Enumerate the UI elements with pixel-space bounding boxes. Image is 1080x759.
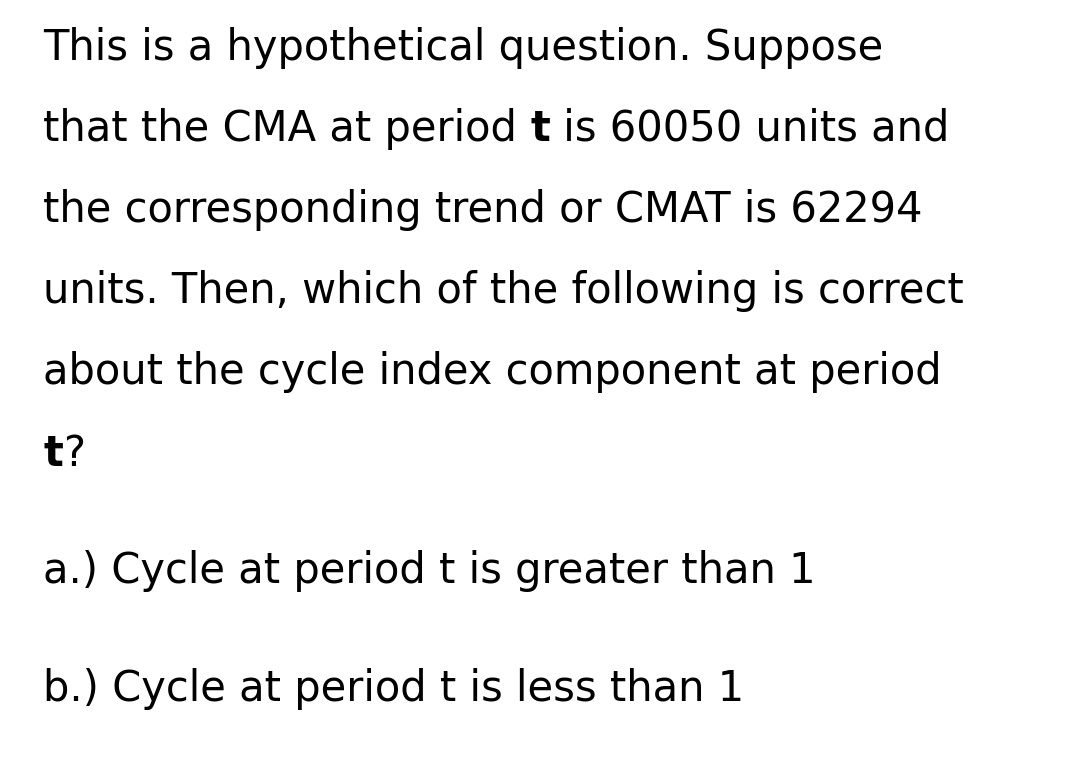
Text: about the cycle index component at period: about the cycle index component at perio… <box>43 351 942 393</box>
Text: t: t <box>43 433 63 474</box>
Text: b.) Cycle at period t is less than 1: b.) Cycle at period t is less than 1 <box>43 668 744 710</box>
Text: ?: ? <box>63 433 85 474</box>
Text: This is a hypothetical question. Suppose: This is a hypothetical question. Suppose <box>43 27 883 68</box>
Text: t: t <box>530 108 550 150</box>
Text: is 60050 units and: is 60050 units and <box>550 108 949 150</box>
Text: a.) Cycle at period t is greater than 1: a.) Cycle at period t is greater than 1 <box>43 550 815 592</box>
Text: that the CMA at period: that the CMA at period <box>43 108 530 150</box>
Text: units. Then, which of the following is correct: units. Then, which of the following is c… <box>43 270 964 312</box>
Text: the corresponding trend or CMAT is 62294: the corresponding trend or CMAT is 62294 <box>43 189 922 231</box>
